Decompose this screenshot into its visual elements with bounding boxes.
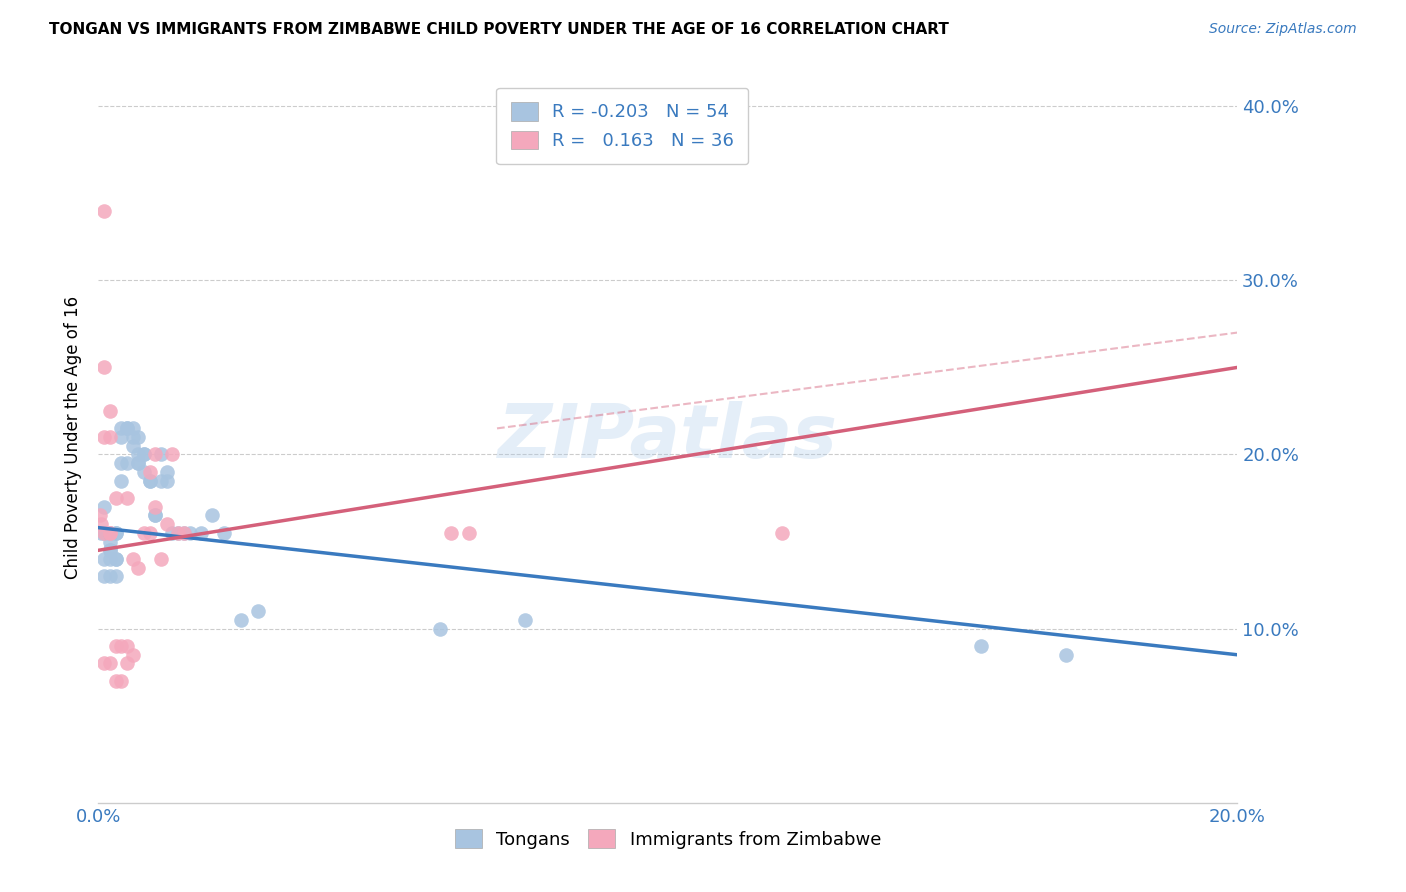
Point — [167, 525, 190, 540]
Point — [121, 421, 143, 435]
Point — [770, 525, 793, 540]
Point — [246, 604, 269, 618]
Point — [121, 430, 143, 444]
Point — [115, 421, 138, 435]
Point — [201, 508, 224, 523]
Point — [110, 474, 132, 488]
Point — [145, 508, 167, 523]
Point — [229, 613, 252, 627]
Point — [90, 525, 112, 540]
Y-axis label: Child Poverty Under the Age of 16: Child Poverty Under the Age of 16 — [65, 295, 83, 579]
Point — [190, 525, 212, 540]
Point — [173, 525, 195, 540]
Point — [145, 448, 167, 462]
Point — [93, 569, 115, 583]
Point — [121, 648, 143, 662]
Point — [132, 525, 155, 540]
Point — [150, 552, 173, 566]
Point — [127, 430, 149, 444]
Point — [104, 569, 127, 583]
Point — [98, 543, 121, 558]
Point — [162, 448, 184, 462]
Point — [156, 474, 179, 488]
Point — [93, 525, 115, 540]
Point — [93, 552, 115, 566]
Point — [132, 465, 155, 479]
Point — [179, 525, 201, 540]
Text: Source: ZipAtlas.com: Source: ZipAtlas.com — [1209, 22, 1357, 37]
Point — [150, 474, 173, 488]
Point — [429, 622, 451, 636]
Point — [93, 525, 115, 540]
Point — [104, 525, 127, 540]
Legend: Tongans, Immigrants from Zimbabwe: Tongans, Immigrants from Zimbabwe — [447, 822, 889, 856]
Point — [970, 639, 993, 653]
Point — [93, 500, 115, 514]
Point — [104, 552, 127, 566]
Point — [121, 439, 143, 453]
Point — [115, 657, 138, 671]
Point — [138, 465, 160, 479]
Point — [93, 430, 115, 444]
Point — [110, 639, 132, 653]
Point — [93, 203, 115, 218]
Point — [89, 508, 111, 523]
Point — [104, 525, 127, 540]
Point — [167, 525, 190, 540]
Point — [515, 613, 537, 627]
Point — [138, 525, 160, 540]
Point — [127, 560, 149, 574]
Point — [98, 657, 121, 671]
Point — [138, 474, 160, 488]
Point — [156, 465, 179, 479]
Point — [115, 639, 138, 653]
Point — [440, 525, 463, 540]
Point — [115, 491, 138, 505]
Point — [150, 448, 173, 462]
Point — [115, 421, 138, 435]
Point — [104, 491, 127, 505]
Point — [110, 421, 132, 435]
Point — [104, 552, 127, 566]
Point — [98, 430, 121, 444]
Point — [98, 569, 121, 583]
Point — [110, 430, 132, 444]
Point — [98, 534, 121, 549]
Point — [98, 543, 121, 558]
Point — [138, 474, 160, 488]
Point — [127, 456, 149, 470]
Point — [121, 552, 143, 566]
Point — [115, 456, 138, 470]
Point — [98, 525, 121, 540]
Point — [212, 525, 235, 540]
Point — [173, 525, 195, 540]
Point — [132, 448, 155, 462]
Point — [162, 525, 184, 540]
Point — [98, 525, 121, 540]
Text: TONGAN VS IMMIGRANTS FROM ZIMBABWE CHILD POVERTY UNDER THE AGE OF 16 CORRELATION: TONGAN VS IMMIGRANTS FROM ZIMBABWE CHILD… — [49, 22, 949, 37]
Point — [145, 508, 167, 523]
Point — [127, 456, 149, 470]
Point — [457, 525, 479, 540]
Point — [93, 657, 115, 671]
Point — [104, 639, 127, 653]
Point — [104, 673, 127, 688]
Point — [127, 448, 149, 462]
Point — [145, 500, 167, 514]
Point — [90, 517, 112, 532]
Point — [156, 517, 179, 532]
Point — [98, 404, 121, 418]
Point — [98, 552, 121, 566]
Point — [110, 456, 132, 470]
Point — [110, 673, 132, 688]
Text: ZIPatlas: ZIPatlas — [498, 401, 838, 474]
Point — [93, 360, 115, 375]
Point — [1056, 648, 1078, 662]
Point — [98, 525, 121, 540]
Point — [132, 448, 155, 462]
